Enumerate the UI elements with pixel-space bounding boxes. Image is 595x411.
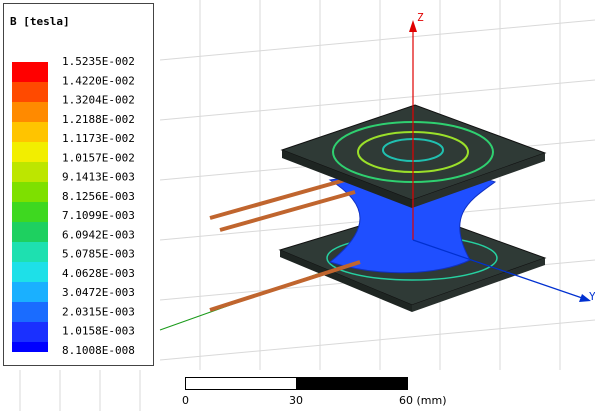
legend-label: 1.0157E-002: [62, 151, 135, 164]
legend-label: 2.0315E-003: [62, 305, 135, 318]
scale-label: 0: [182, 394, 189, 407]
legend-label: 1.4220E-002: [62, 74, 135, 87]
legend-label: 4.0628E-003: [62, 267, 135, 280]
scale-bar-black: [297, 378, 408, 390]
legend-label: 7.1099E-003: [62, 209, 135, 222]
y-label: Y: [589, 290, 595, 303]
rod: [210, 262, 360, 310]
legend-label: 9.1413E-003: [62, 171, 135, 184]
field-view: Z Y B [tesla] 1.5235E-002 1.4220E-002 1.32…: [0, 0, 595, 411]
legend-label: 1.1173E-002: [62, 132, 135, 145]
color-bar: [12, 62, 48, 352]
legend-label: 1.2188E-002: [62, 113, 135, 126]
legend-label: 5.0785E-003: [62, 248, 135, 261]
z-label: Z: [417, 11, 424, 24]
legend-label: 6.0942E-003: [62, 228, 135, 241]
z-arrow: [409, 20, 417, 32]
scale-label: 60 (mm): [399, 394, 447, 407]
legend-label: 3.0472E-003: [62, 286, 135, 299]
legend-label: 1.0158E-003: [62, 325, 135, 338]
page: Z Y B [tesla] 1.5235E-002 1.4220E-002 1.32…: [0, 0, 595, 411]
scale-bar-white: [186, 378, 297, 390]
scale-label: 30: [289, 394, 303, 407]
legend-label: 8.1256E-003: [62, 190, 135, 203]
legend-label: 1.5235E-002: [62, 55, 135, 68]
legend-title: B [tesla]: [10, 15, 70, 28]
legend-label: 8.1008E-008: [62, 344, 135, 357]
legend-label: 1.3204E-002: [62, 94, 135, 107]
